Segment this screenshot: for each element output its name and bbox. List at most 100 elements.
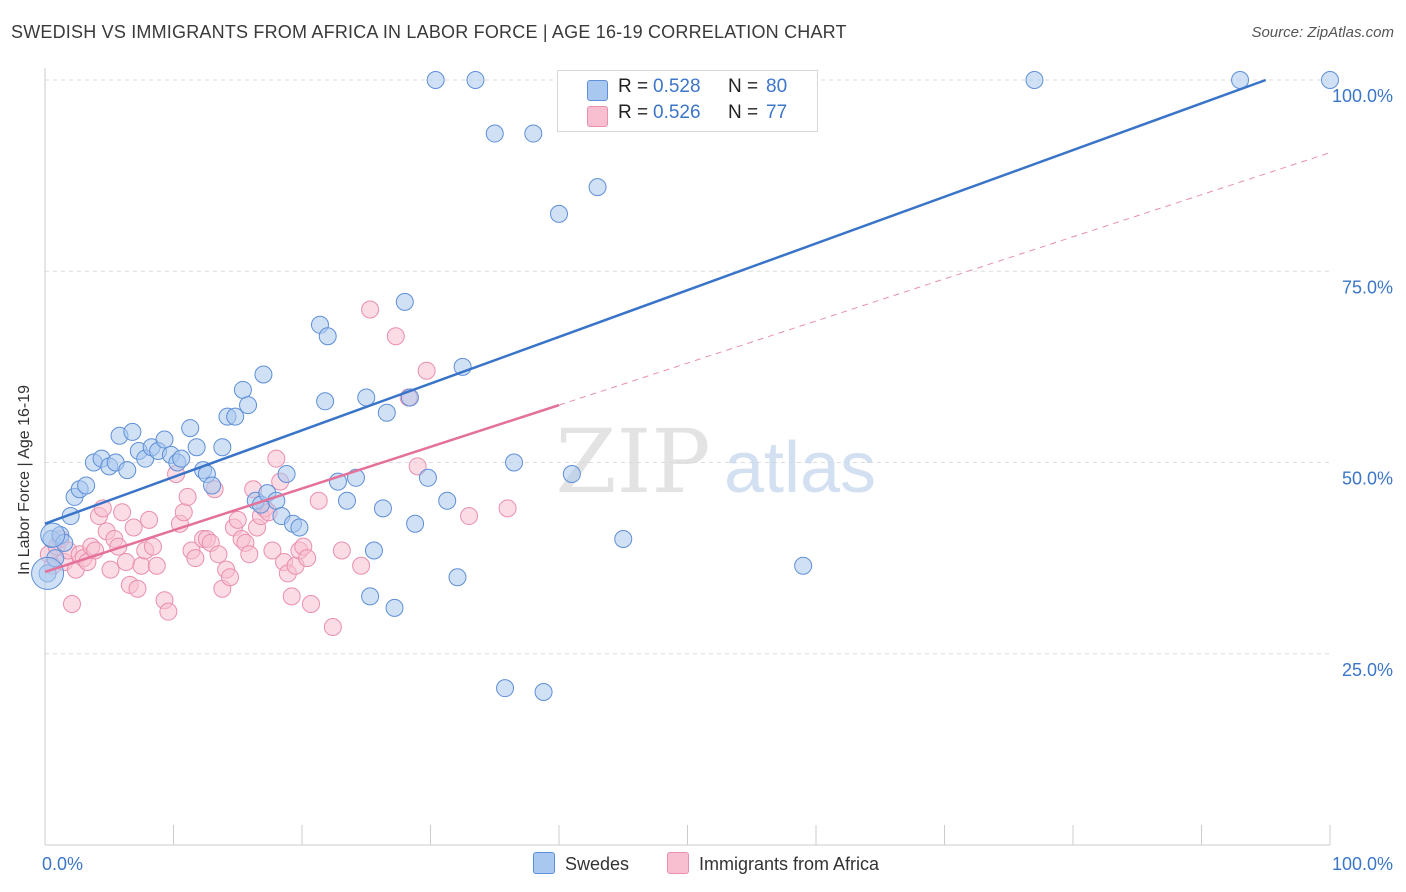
swedes-point [123,422,142,441]
swedes-point [118,461,137,480]
africa-point [128,579,147,598]
africa-point [124,518,143,537]
swedes-point [614,530,633,548]
africa-legend-swatch [667,852,689,874]
swedes-point [361,587,380,606]
tick-labels: 25.0% 50.0% 75.0% 100.0% 0.0% 100.0% [42,86,1393,874]
swedes-point [318,327,337,346]
r-label: R = [618,102,649,123]
africa-point [267,449,286,468]
swedes-point [40,522,66,548]
swedes-point [233,380,252,399]
africa-point [132,556,151,575]
swedes-point [254,365,273,384]
swedes-point [373,499,392,518]
r-label: R = [618,76,649,97]
swedes-point [1025,71,1044,89]
swedes-legend-swatch [533,852,555,874]
swedes-point [588,178,607,197]
swedes-point [395,292,414,311]
africa-point [240,545,259,564]
y-tick-label: 75.0% [1342,277,1393,297]
swedes-point [426,71,445,89]
swedes-point [213,438,232,457]
africa-point [228,510,247,529]
africa-point [298,549,317,568]
africa-point [147,556,166,575]
africa-point [417,361,436,380]
y-tick-label: 50.0% [1342,469,1393,489]
swedes-point [364,541,383,560]
n-label: N = [728,102,759,123]
africa-point [140,510,159,529]
x-tick-label: 0.0% [42,854,83,874]
swedes-point [187,438,206,457]
africa-point [352,556,371,575]
x-tick-label: 100.0% [1332,854,1393,874]
africa-point [408,457,427,476]
africa-point [498,499,517,518]
n-label: N = [728,76,759,97]
swedes-point [172,449,191,468]
swedes-legend-label: Swedes [565,854,630,874]
swedes-point [337,491,356,510]
africa-point [113,503,132,522]
n-value: 80 [766,76,788,97]
y-tick-label: 100.0% [1332,86,1393,106]
swedes-point [466,71,485,89]
swedes-point [534,683,553,701]
swedes-point [485,124,504,143]
swedes-point [418,468,437,487]
africa-point [209,545,228,564]
swedes-points [31,71,1339,701]
africa-point [174,503,193,522]
swedes-point [448,568,467,587]
africa-point [62,595,81,614]
y-tick-label: 25.0% [1342,660,1393,680]
swedes-point [155,430,174,449]
africa-point [116,552,135,571]
africa-point [332,541,351,560]
r-value: 0.526 [653,102,701,123]
swedes-point [203,476,222,495]
africa-point [263,541,282,560]
africa-swatch [587,106,608,127]
africa-point [309,491,328,510]
swedes-point [77,476,96,495]
watermark-zip: ZIP [555,410,710,513]
watermark-atlas: atlas [724,428,876,508]
swedes-point [406,514,425,533]
swedes-trend-line [44,78,1267,525]
legend-item-africa[interactable]: Immigrants from Africa [667,852,879,875]
swedes-point [505,453,524,472]
r-value: 0.528 [653,76,701,97]
swedes-point [316,392,335,411]
swedes-point [277,464,296,483]
swedes-point [1321,71,1339,89]
trend-lines [44,78,1331,574]
axes [44,68,1331,846]
africa-point [143,537,162,556]
swedes-point [239,396,258,415]
africa-point [386,327,405,346]
swedes-point [794,556,813,575]
chart-title: SWEDISH VS IMMIGRANTS FROM AFRICA IN LAB… [11,22,847,42]
africa-point [186,549,205,568]
africa-point [323,617,342,636]
grid-lines [45,79,1330,655]
africa-point [282,587,301,606]
swedes-point [524,124,543,143]
n-value: 77 [766,102,788,123]
swedes-point [550,204,568,223]
swedes-point [31,556,65,590]
swedes-point [377,403,396,422]
swedes-point [290,518,309,537]
africa-trend-line [44,403,560,574]
swedes-point [181,419,200,438]
y-axis-label: In Labor Force | Age 16-19 [16,384,33,575]
africa-point [178,487,197,506]
swedes-point [226,407,245,426]
legend-item-swedes[interactable]: Swedes [533,852,629,875]
swedes-swatch [587,80,608,101]
